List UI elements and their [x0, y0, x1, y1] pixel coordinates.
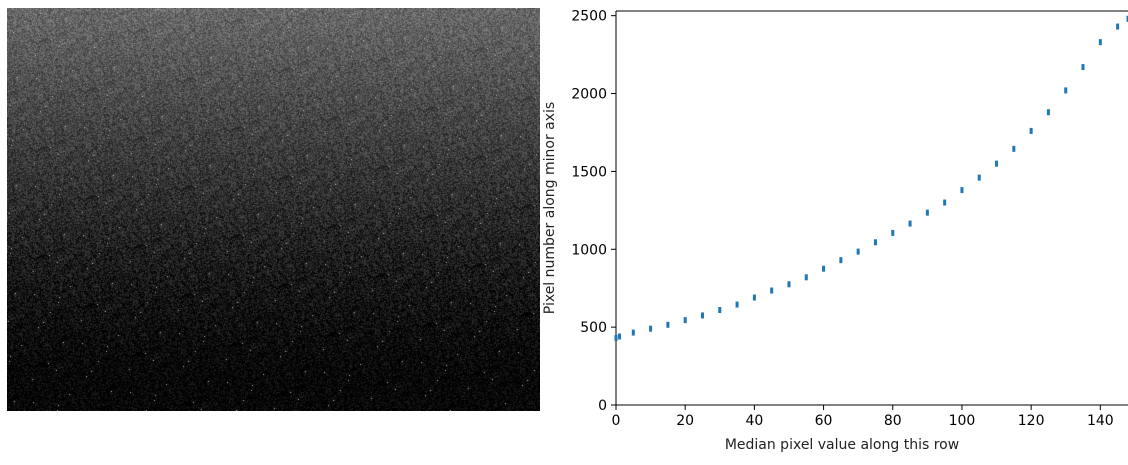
data-point: [856, 248, 860, 255]
data-point: [891, 229, 895, 236]
data-points: [614, 15, 1128, 342]
data-point: [839, 257, 843, 264]
data-point: [614, 335, 618, 342]
data-point: [1081, 64, 1085, 71]
data-point: [683, 317, 687, 324]
x-tick-label: 100: [949, 413, 976, 429]
y-tick-label: 1000: [571, 242, 607, 258]
y-axis-label: Pixel number along minor axis: [542, 102, 558, 314]
data-point: [804, 274, 808, 281]
data-point: [1126, 15, 1128, 22]
y-tick-label: 2500: [571, 9, 607, 25]
noise-canvas: [7, 8, 540, 411]
x-tick-label: 20: [676, 413, 694, 429]
data-point: [995, 160, 999, 167]
y-tick-label: 500: [580, 320, 607, 336]
axes-frame: [615, 10, 1128, 406]
data-point: [617, 333, 621, 340]
noise-image: [7, 8, 540, 411]
x-tick-label: 140: [1087, 413, 1114, 429]
data-point: [1012, 145, 1016, 152]
data-point: [977, 174, 981, 181]
data-point: [649, 325, 653, 332]
x-axis-label: Median pixel value along this row: [725, 437, 959, 453]
data-point: [1029, 127, 1033, 134]
data-point: [1064, 87, 1068, 94]
data-point: [735, 301, 739, 308]
data-point: [960, 187, 964, 194]
data-point: [752, 294, 756, 301]
data-point: [1116, 23, 1120, 30]
data-point: [943, 199, 947, 206]
y-tick-label: 1500: [571, 164, 607, 180]
axis-ticks: 0 20 40 60 80 100 120 140 0 500 1000 1500 2000 2500: [571, 9, 1113, 429]
data-point: [666, 321, 670, 328]
data-point: [770, 287, 774, 294]
x-tick-label: 60: [815, 413, 833, 429]
data-point: [718, 307, 722, 314]
y-tick-label: 0: [598, 398, 607, 414]
data-point: [1098, 39, 1102, 46]
y-tick-label: 2000: [571, 87, 607, 103]
data-point: [787, 281, 791, 288]
data-point: [1046, 109, 1050, 116]
data-point: [822, 265, 826, 272]
data-point: [631, 329, 635, 336]
data-point: [908, 220, 912, 227]
data-point: [873, 239, 877, 246]
data-point: [700, 312, 704, 319]
x-tick-label: 40: [745, 413, 763, 429]
x-tick-label: 120: [1018, 413, 1045, 429]
data-point: [925, 209, 929, 216]
x-tick-label: 80: [884, 413, 902, 429]
x-tick-label: 0: [612, 413, 621, 429]
